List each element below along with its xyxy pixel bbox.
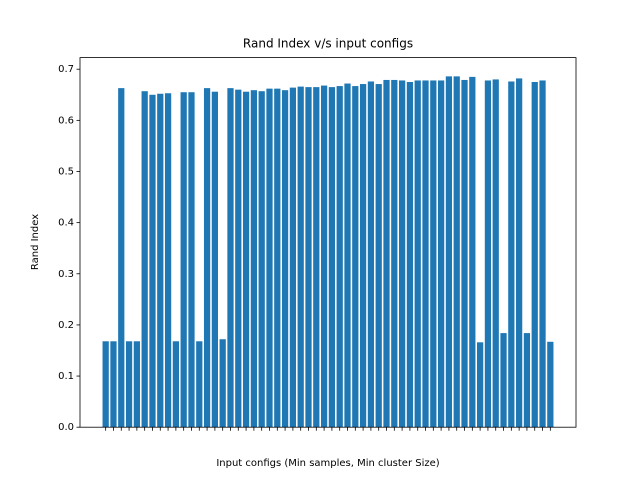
bar	[328, 87, 336, 428]
y-tick-label: 0.1	[58, 371, 74, 382]
bar	[188, 92, 195, 428]
bar	[157, 93, 164, 428]
y-tick-label: 0.7	[58, 64, 74, 75]
plot-frame	[79, 57, 577, 428]
bar	[469, 76, 476, 428]
y-tick-label: 0.0	[58, 422, 74, 433]
bar	[477, 342, 484, 428]
bar	[219, 339, 226, 428]
bar	[406, 81, 414, 428]
bar	[149, 94, 156, 428]
bar	[281, 90, 289, 428]
bar	[414, 80, 421, 428]
bar	[523, 333, 531, 428]
bar	[461, 79, 468, 428]
bar	[258, 91, 265, 428]
bar	[102, 341, 109, 428]
bar	[172, 341, 179, 428]
bar	[531, 81, 538, 428]
bar	[242, 91, 250, 428]
bar	[492, 79, 499, 428]
x-axis-label: Input configs (Min samples, Min cluster …	[216, 458, 439, 469]
bar	[383, 79, 390, 428]
y-tick-label: 0.3	[58, 269, 74, 280]
bar	[274, 88, 281, 428]
bar	[118, 88, 125, 428]
bar	[164, 93, 172, 428]
bar	[391, 79, 398, 428]
bar	[352, 86, 359, 428]
bar	[539, 80, 546, 428]
bar	[125, 341, 133, 428]
bar	[235, 89, 242, 428]
y-tick-label: 0.4	[58, 218, 74, 229]
bar	[297, 86, 304, 428]
bar	[305, 87, 312, 428]
y-tick-label: 0.5	[58, 166, 74, 177]
bar	[484, 80, 492, 428]
bar	[398, 80, 406, 428]
bar	[508, 81, 515, 428]
y-tick-label: 0.2	[58, 320, 74, 331]
bar	[375, 84, 382, 428]
bar	[320, 85, 328, 428]
bar	[336, 86, 343, 428]
bar	[211, 91, 219, 428]
bar	[141, 91, 148, 428]
bar	[313, 87, 320, 428]
bar	[445, 76, 453, 428]
chart-title: Rand Index v/s input configs	[243, 37, 413, 51]
bar	[289, 87, 297, 428]
bar	[110, 341, 117, 428]
bar	[367, 81, 375, 428]
bar	[500, 333, 507, 428]
bar	[547, 341, 554, 428]
y-tick-label: 0.6	[58, 115, 74, 126]
bar	[250, 90, 258, 428]
bar	[359, 84, 367, 428]
bar	[196, 341, 203, 428]
bar	[516, 78, 523, 428]
bar	[180, 92, 187, 428]
bar	[453, 76, 460, 428]
bar	[422, 80, 429, 428]
bar	[344, 83, 351, 428]
bar	[430, 80, 437, 428]
bar	[437, 80, 445, 428]
bar	[203, 88, 211, 428]
bar	[266, 88, 273, 428]
bar	[133, 341, 140, 428]
bar	[227, 88, 234, 428]
y-axis-label: Rand Index	[30, 214, 41, 270]
